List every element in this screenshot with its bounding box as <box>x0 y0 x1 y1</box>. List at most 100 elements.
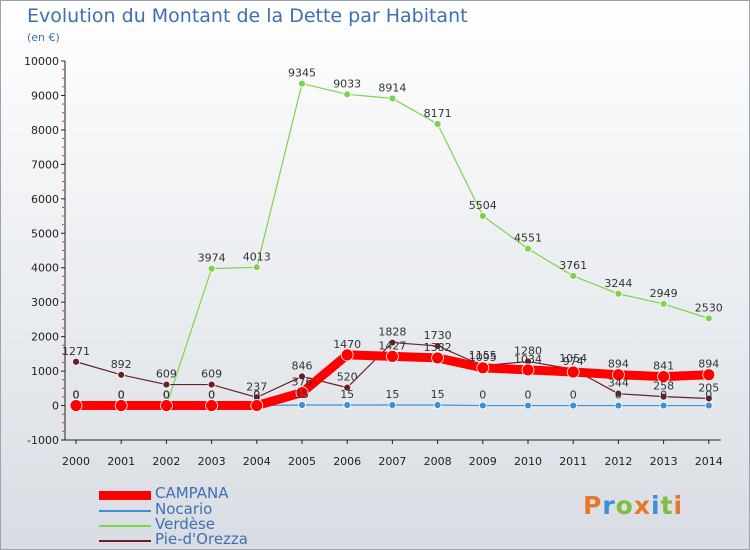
data-label-nocario: 15 <box>431 388 445 401</box>
x-tick-label: 2004 <box>243 455 271 468</box>
legend-label: Nocario <box>155 500 213 518</box>
data-point-nocario <box>478 401 487 410</box>
data-point-nocario <box>343 401 352 409</box>
data-label-nocario: 0 <box>253 389 260 402</box>
data-label-verd-se: 0 <box>118 389 125 402</box>
data-point-verd-se <box>659 300 668 308</box>
data-label-campana: 1427 <box>378 339 406 352</box>
data-point-campana <box>385 349 399 363</box>
data-point-campana <box>566 365 580 379</box>
data-label-campana: 841 <box>653 360 674 373</box>
data-label-campana: 0 <box>253 389 260 402</box>
data-label-verd-se: 3761 <box>559 259 587 272</box>
data-label-pie-d-orezza: 1280 <box>514 344 542 357</box>
data-label-campana: 0 <box>118 389 125 402</box>
legend-swatch <box>99 510 151 512</box>
proxiti-logo: Proxiti <box>583 491 684 520</box>
x-tick-label: 2003 <box>198 455 226 468</box>
data-label-pie-d-orezza: 520 <box>337 371 358 384</box>
data-label-pie-d-orezza: 344 <box>608 377 629 390</box>
data-label-pie-d-orezza: 609 <box>156 368 177 381</box>
data-label-nocario: 15 <box>295 388 309 401</box>
data-label-pie-d-orezza: 1828 <box>378 326 406 339</box>
data-point-verd-se <box>343 90 352 99</box>
data-point-pie-d-orezza <box>614 389 623 398</box>
data-point-campana <box>205 399 219 412</box>
data-point-campana <box>612 368 625 382</box>
data-label-nocario: 0 <box>73 389 80 402</box>
data-point-nocario <box>569 401 578 410</box>
data-point-campana <box>340 348 354 362</box>
data-point-verd-se <box>207 264 216 273</box>
data-point-verd-se <box>478 212 487 220</box>
data-label-verd-se: 5504 <box>469 199 497 212</box>
data-point-pie-d-orezza <box>388 338 397 347</box>
data-label-nocario: 0 <box>479 389 486 402</box>
data-label-nocario: 0 <box>208 389 215 402</box>
chart-unit: (en €) <box>27 31 60 44</box>
x-tick-label: 2000 <box>62 455 90 468</box>
data-point-campana <box>431 351 445 365</box>
data-label-nocario: 0 <box>570 389 577 402</box>
data-label-pie-d-orezza: 1155 <box>469 349 497 362</box>
data-label-nocario: 0 <box>118 389 125 402</box>
data-label-campana: 0 <box>208 389 215 402</box>
data-label-campana: 0 <box>163 389 170 402</box>
data-label-verd-se: 4551 <box>514 232 542 245</box>
data-point-verd-se <box>298 79 306 88</box>
x-tick-label: 2007 <box>378 455 406 468</box>
data-point-verd-se <box>388 94 397 103</box>
y-tick-label: 0 <box>52 400 59 413</box>
data-point-verd-se <box>524 244 532 253</box>
legend-label: Pie-d'Orezza <box>155 530 248 548</box>
data-point-verd-se <box>569 272 578 280</box>
x-tick-label: 2011 <box>559 455 587 468</box>
data-label-verd-se: 2949 <box>650 287 678 300</box>
x-tick-label: 2013 <box>650 455 678 468</box>
data-label-verd-se: 3244 <box>604 277 632 290</box>
x-tick-label: 2008 <box>424 455 452 468</box>
data-point-pie-d-orezza <box>207 380 216 389</box>
data-label-campana: 974 <box>563 355 584 368</box>
y-tick-label: 4000 <box>31 262 59 275</box>
y-tick-label: -1000 <box>27 434 59 447</box>
data-point-nocario <box>614 401 623 410</box>
data-point-campana <box>114 399 128 412</box>
y-tick-label: 6000 <box>31 193 59 206</box>
data-point-nocario <box>524 401 532 410</box>
data-label-nocario: 0 <box>163 389 170 402</box>
data-point-nocario <box>388 401 397 409</box>
data-label-pie-d-orezza: 846 <box>292 359 313 372</box>
x-tick-label: 2012 <box>604 455 632 468</box>
data-label-nocario: 15 <box>340 388 354 401</box>
data-label-pie-d-orezza: 258 <box>653 380 674 393</box>
data-label-pie-d-orezza: 1054 <box>559 352 587 365</box>
data-label-verd-se: 8171 <box>424 107 452 120</box>
data-label-campana: 894 <box>608 358 629 371</box>
data-point-campana <box>521 363 535 377</box>
y-tick-label: 9000 <box>31 89 59 102</box>
data-point-verd-se <box>433 120 442 128</box>
data-point-nocario <box>659 401 668 410</box>
data-label-campana: 894 <box>698 358 719 371</box>
data-label-pie-d-orezza: 1271 <box>62 345 90 358</box>
data-point-nocario <box>704 401 713 410</box>
data-point-pie-d-orezza <box>298 372 306 381</box>
data-label-nocario: 15 <box>385 388 399 401</box>
data-label-verd-se: 2530 <box>695 301 723 314</box>
y-tick-label: 8000 <box>31 124 59 137</box>
data-point-pie-d-orezza <box>72 357 80 366</box>
y-tick-label: 3000 <box>31 296 59 309</box>
legend-swatch <box>99 525 151 527</box>
data-point-pie-d-orezza <box>433 342 442 350</box>
y-tick-label: 7000 <box>31 158 59 171</box>
data-point-campana <box>657 370 670 383</box>
x-tick-label: 2009 <box>469 455 497 468</box>
legend-swatch <box>99 540 151 542</box>
x-tick-label: 2014 <box>695 455 723 468</box>
data-point-campana <box>295 386 309 399</box>
data-label-campana: 1470 <box>333 338 361 351</box>
y-tick-label: 1000 <box>31 365 59 378</box>
data-label-campana: 1382 <box>424 341 452 354</box>
x-tick-label: 2001 <box>107 455 135 468</box>
